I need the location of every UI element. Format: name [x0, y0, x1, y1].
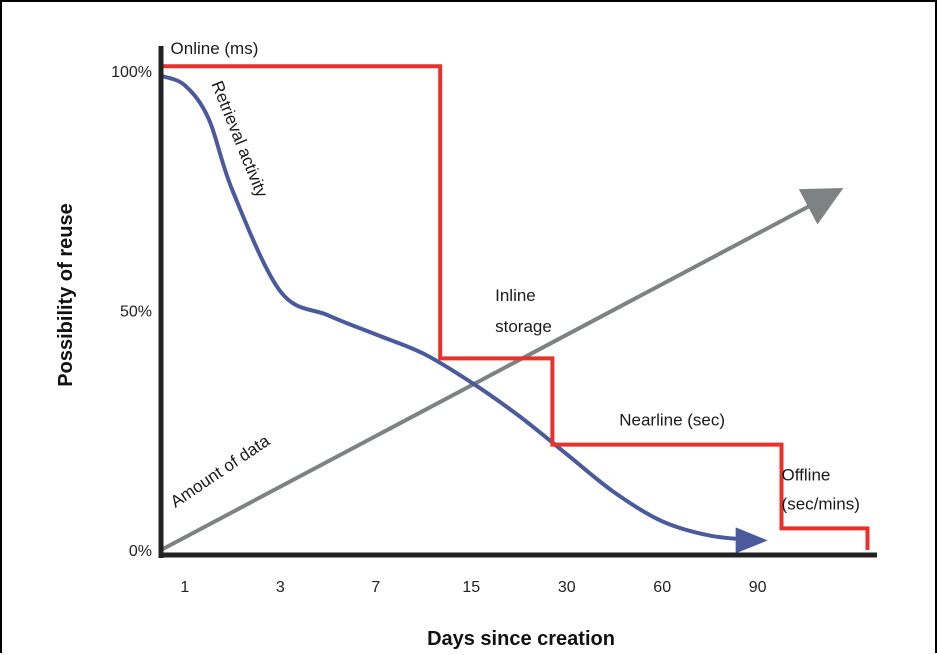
x-tick-label: 30 [558, 579, 576, 596]
series-amount-of-data-line [161, 196, 829, 550]
x-axis-title: Days since creation [427, 628, 615, 650]
x-tick-label: 90 [749, 579, 767, 596]
annotation-label: Online (ms) [171, 39, 259, 58]
y-tick-label: 100% [111, 64, 152, 81]
x-tick-label: 60 [653, 579, 671, 596]
y-tick-label: 0% [129, 543, 152, 560]
annotation-label: Inline [495, 286, 536, 305]
retrieval-activity-arrowhead [736, 527, 768, 553]
y-axis-title: Possibility of reuse [55, 203, 77, 386]
annotation-label: Offline [782, 466, 831, 485]
y-tick-label: 50% [120, 304, 152, 321]
x-tick-label: 3 [276, 579, 285, 596]
annotation-label: storage [495, 317, 552, 336]
annotation-label: (sec/mins) [782, 494, 860, 513]
annotation-label: Nearline (sec) [619, 410, 725, 429]
x-tick-label: 15 [462, 579, 480, 596]
x-tick-label: 7 [371, 579, 380, 596]
series-storage-tier-line [161, 66, 868, 550]
x-tick-label: 1 [180, 579, 189, 596]
